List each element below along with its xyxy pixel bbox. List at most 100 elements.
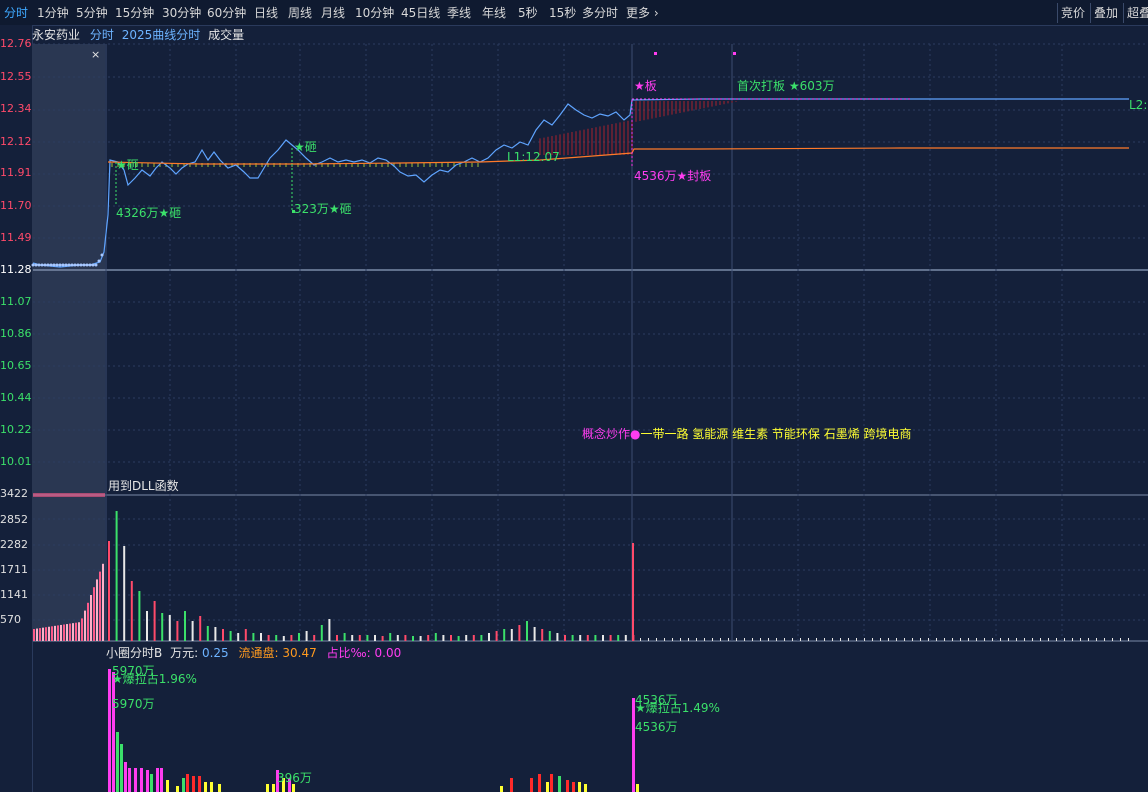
tab-30min[interactable]: 30分钟 — [162, 6, 202, 20]
overlay-button[interactable]: 叠加 — [1094, 6, 1119, 20]
tab-more[interactable]: 更多 › — [626, 5, 659, 21]
volume-bar — [632, 543, 634, 641]
indicator-name[interactable]: 2025曲线分时 — [121, 28, 201, 42]
volume-bar — [51, 626, 53, 641]
volume-bar — [712, 638, 713, 641]
tab-monthly[interactable]: 月线 — [321, 6, 346, 20]
tab-1min[interactable]: 1分钟 — [37, 6, 69, 20]
volume-bar — [609, 635, 612, 641]
volume-bar — [864, 638, 865, 641]
auction-dot — [64, 263, 68, 267]
price-tick: 11.91 — [0, 166, 32, 179]
price-tick: 10.86 — [0, 327, 32, 340]
volume-bar — [720, 638, 721, 641]
volume-bar — [704, 638, 705, 641]
volume-bar — [374, 635, 376, 641]
volume-bar — [920, 638, 921, 641]
indicator-bar — [558, 776, 561, 792]
first-board-note: 首次打板 ★603万 — [737, 79, 835, 93]
indicator-bar — [134, 768, 137, 792]
super-overlay-button[interactable]: 超叠 — [1127, 6, 1148, 20]
indicator-bar — [276, 770, 279, 792]
auction-button[interactable]: 竞价 — [1061, 6, 1086, 20]
volume-label: 成交量 — [208, 28, 245, 42]
volume-bar — [244, 629, 247, 641]
volume-bar — [404, 635, 407, 641]
tab-quarterly[interactable]: 季线 — [447, 6, 472, 20]
bottom-note-c1: 396万 — [277, 771, 312, 785]
auction-dot — [73, 263, 77, 267]
volume-bar — [586, 635, 589, 641]
volume-bar — [434, 633, 437, 641]
volume-bar — [419, 636, 422, 641]
volume-bar — [688, 638, 689, 641]
volume-bar — [96, 579, 98, 641]
concept-line: 概念炒作●一带一路 氢能源 维生素 节能环保 石墨烯 跨境电商 — [582, 427, 912, 441]
tab-weekly[interactable]: 周线 — [288, 6, 313, 20]
volume-bar — [66, 624, 68, 641]
volume-bar — [427, 635, 430, 641]
tab-15sec[interactable]: 15秒 — [549, 6, 577, 20]
volume-bar — [960, 638, 961, 641]
volume-bar — [298, 633, 300, 641]
volume-bar — [1048, 638, 1049, 641]
tab-15min[interactable]: 15分钟 — [115, 6, 155, 20]
tab-daily[interactable]: 日线 — [254, 6, 279, 20]
volume-bar — [952, 638, 953, 641]
indicator-bar — [218, 784, 221, 792]
indicator-bar — [156, 768, 159, 792]
smash-amount-1: 4326万★砸 — [116, 206, 182, 220]
volume-bar — [45, 627, 47, 641]
volume-bar — [450, 635, 452, 641]
more-label: 更多 — [626, 6, 651, 20]
indicator-bar — [566, 780, 569, 792]
wan-label: 万元: — [170, 646, 199, 660]
stock-name[interactable]: 永安药业 — [32, 28, 81, 42]
tab-5min[interactable]: 5分钟 — [76, 6, 108, 20]
tab-fenshi[interactable]: 分时 — [4, 6, 29, 20]
bottom-note-b1: 4536万 — [635, 693, 678, 707]
volume-bar — [617, 635, 620, 641]
tab-5sec[interactable]: 5秒 — [518, 6, 538, 20]
volume-bar — [728, 638, 729, 641]
price-tick: 12.34 — [0, 102, 32, 115]
tab-yearly[interactable]: 年线 — [482, 6, 507, 20]
volume-bar — [808, 638, 809, 641]
tab-60min[interactable]: 60分钟 — [207, 6, 247, 20]
volume-bar — [336, 635, 338, 641]
volume-bar — [282, 636, 285, 641]
indicator-bar — [146, 770, 149, 792]
indicator-bar — [266, 784, 269, 792]
volume-tick: 2852 — [0, 513, 28, 526]
volume-bar — [39, 628, 41, 641]
tab-45day[interactable]: 45日线 — [401, 6, 441, 20]
volume-bar — [760, 638, 761, 641]
tab-multi-fenshi[interactable]: 多分时 — [582, 6, 619, 20]
indicator-bar — [584, 784, 587, 792]
close-icon[interactable]: × — [91, 48, 101, 61]
auction-dot — [40, 263, 44, 267]
indicator-bar — [636, 784, 639, 792]
indicator-bar — [166, 780, 169, 792]
volume-bar — [1008, 638, 1009, 641]
volume-bar — [267, 635, 270, 641]
auction-dot — [31, 263, 35, 267]
indicator-bar — [192, 776, 195, 792]
volume-bar — [260, 633, 262, 641]
volume-bar — [648, 638, 649, 641]
period-toolbar: 分时 1分钟 5分钟 15分钟 30分钟 60分钟 日线 周线 月线 10分钟 … — [0, 0, 1148, 26]
indicator-bar — [550, 774, 553, 792]
indicator-bar — [632, 698, 635, 792]
auction-dot — [67, 263, 71, 267]
indicator-b-name[interactable]: 小圈分时B — [106, 646, 163, 660]
indicator-bar — [530, 778, 533, 792]
volume-bar — [237, 633, 240, 641]
volume-bar — [556, 633, 559, 641]
volume-bar — [928, 638, 929, 641]
volume-bar — [1112, 638, 1113, 641]
volume-bar — [351, 635, 354, 641]
tab-10min[interactable]: 10分钟 — [355, 6, 395, 20]
volume-bar — [1032, 638, 1033, 641]
volume-bar — [1016, 638, 1017, 641]
